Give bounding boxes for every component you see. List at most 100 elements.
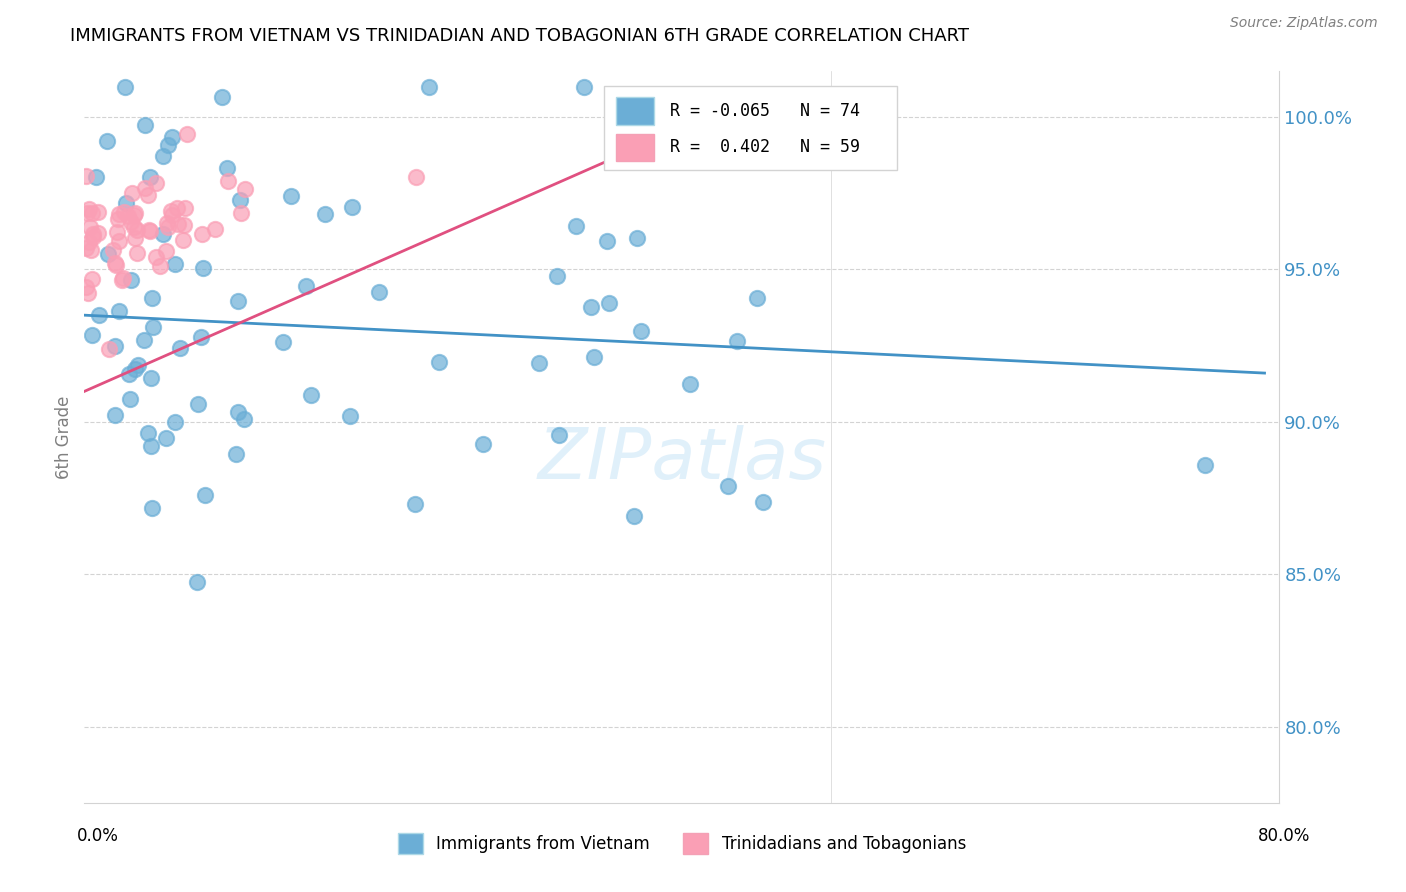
Point [124,206,146,220]
Point [211,90,233,104]
Point [141,500,163,515]
Point [108,207,131,221]
Point [145,250,167,264]
Point [565,219,588,233]
Point [111,273,134,287]
Point [427,355,450,369]
Point [405,169,427,184]
Point [145,176,167,190]
Point [124,362,146,376]
Point [155,244,177,258]
Text: IMMIGRANTS FROM VIETNAM VS TRINIDADIAN AND TOBAGONIAN 6TH GRADE CORRELATION CHAR: IMMIGRANTS FROM VIETNAM VS TRINIDADIAN A… [70,27,969,45]
Text: ZIPatlas: ZIPatlas [537,425,827,493]
Point [149,259,172,273]
Point [75,169,97,184]
Point [273,334,295,349]
Point [156,137,179,152]
Point [229,193,252,207]
Point [160,130,183,145]
Point [193,260,215,275]
Point [82,230,104,244]
Point [114,79,136,94]
Point [187,397,209,411]
Point [115,195,138,210]
Point [79,235,101,249]
Point [139,224,162,238]
Point [82,227,104,241]
Point [233,182,256,196]
Point [186,575,208,590]
Point [120,214,142,228]
Text: R =  0.402   N = 59: R = 0.402 N = 59 [671,138,860,156]
Point [204,222,226,236]
Point [96,134,118,148]
Point [583,351,606,365]
Point [105,258,128,272]
Point [225,447,247,461]
Point [132,334,155,348]
Point [152,227,174,242]
Legend: Immigrants from Vietnam, Trinidadians and Tobagonians: Immigrants from Vietnam, Trinidadians an… [391,827,973,860]
Point [138,426,160,441]
Point [546,268,568,283]
Point [217,174,239,188]
Point [122,219,145,234]
Point [579,300,602,314]
Point [141,291,163,305]
Point [142,319,165,334]
Point [190,330,212,344]
Point [112,204,135,219]
Point [76,206,98,220]
Point [572,79,595,94]
Text: 0.0%: 0.0% [77,827,120,845]
Point [107,211,129,226]
Point [679,376,702,391]
Point [160,204,183,219]
Point [127,358,149,372]
Point [124,230,146,244]
Point [104,256,127,270]
Point [104,338,127,352]
Point [626,231,648,245]
Point [79,220,101,235]
Point [173,219,195,233]
FancyBboxPatch shape [616,97,654,125]
Point [117,209,139,223]
Point [314,207,336,221]
Point [97,247,120,261]
Point [134,118,156,132]
Point [75,242,97,256]
Point [280,188,302,202]
Point [190,227,212,241]
Point [752,495,775,509]
Point [139,440,162,454]
Point [174,201,197,215]
Point [231,206,253,220]
Point [172,233,194,247]
Point [166,201,188,215]
Point [111,271,134,285]
Point [299,387,322,401]
Point [418,79,440,94]
Point [471,436,494,450]
Point [167,217,190,231]
Point [80,327,103,342]
Point [125,245,148,260]
Point [596,235,619,249]
Point [527,356,550,370]
Point [165,257,187,271]
Point [87,308,110,322]
Point [120,273,142,287]
Point [97,342,120,356]
Text: R = -0.065   N = 74: R = -0.065 N = 74 [671,102,860,120]
Point [108,304,131,318]
Point [339,409,361,423]
Point [155,431,177,445]
Point [121,186,143,200]
Point [125,222,148,236]
Point [228,294,250,309]
Point [118,367,141,381]
Point [139,371,162,385]
Point [405,497,427,511]
Point [75,280,97,294]
